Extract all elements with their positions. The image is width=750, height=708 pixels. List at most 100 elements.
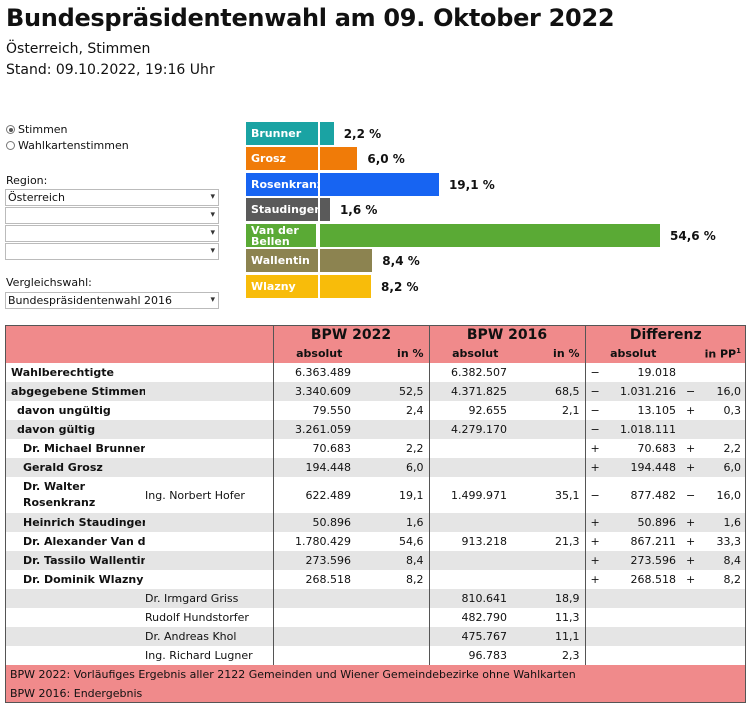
diff-sign: + [590,516,600,529]
cell-diff-absolut [584,627,681,646]
radio-unchecked-icon[interactable] [6,141,15,150]
bar [320,173,439,196]
cell-bpw2022-percent [365,646,429,665]
row-label-2016-candidate: Ing. Richard Lugner [145,649,253,662]
row-label [5,627,145,646]
bar-value-label: 8,4 % [382,253,420,268]
cell-diff-pp: − 16,0 [681,382,746,401]
cell-bpw2022-absolut: 268.518 [272,570,365,589]
bar-candidate-label: Grosz [246,147,318,170]
diff-sign: − [686,488,696,502]
radio-wahlkarten-label: Wahlkartenstimmen [18,139,129,152]
diff-sign: + [590,461,600,474]
table-row: Dr. Michael Brunner 70.683 2,2 +70.683 +2,2 [5,439,746,458]
bar-candidate-label: Van der Bellen [246,224,316,247]
diff-sign: + [686,573,696,586]
cell-bpw2016-percent: 21,3 [555,535,580,548]
cell-diff-absolut: − 1.031.216 [584,382,681,401]
row-label-2016-candidate [145,551,273,570]
diff-value: 19.018 [637,366,677,379]
bar-candidate-label: Wlazny [246,275,318,298]
radio-stimmen-label: Stimmen [18,123,68,136]
diff-value: 194.448 [630,461,677,474]
radio-stimmen[interactable]: Stimmen [6,123,68,136]
diff-value: 16,0 [716,385,742,398]
radio-wahlkartenstimmen[interactable]: Wahlkartenstimmen [6,139,129,152]
cell-bpw2016-absolut [428,513,521,532]
subheader-pp: in PP1 [681,344,746,363]
row-label-2016-candidate [145,401,273,420]
cell-bpw2022-percent: 54,6 [399,535,424,548]
diff-sign: + [686,404,696,417]
chevron-down-icon: ▾ [210,192,215,202]
table-row: davon ungültig 79.550 2,4 92.655 2,1− 13.105 +… [5,401,746,420]
row-label-2016-candidate: Dr. Irmgard Griss [145,589,273,608]
row-label: Dr. Michael Brunner [23,442,145,455]
cell-bpw2016-percent: 35,1 [555,488,580,502]
diff-sign: + [590,535,600,548]
cell-diff-pp [681,589,746,608]
chevron-down-icon: ▾ [210,246,215,256]
cell-bpw2016-absolut: 913.218 [428,532,521,551]
vergleichswahl-select[interactable]: Bundespräsidentenwahl 2016 ▾ [5,292,219,309]
bar [320,275,372,298]
diff-value: 8,4 [723,554,742,567]
diff-value: 16,0 [716,488,742,502]
cell-diff-absolut: +50.896 [584,513,681,532]
diff-value: 6,0 [723,461,742,474]
region-select-2[interactable]: ▾ [5,207,219,224]
row-label-2016-candidate [145,458,273,477]
bar-value-label: 54,6 % [670,228,716,243]
diff-sign: − [590,488,600,502]
row-label: davon ungültig [17,404,111,417]
cell-bpw2016-percent: 68,5 [521,382,585,401]
region-select-value: Österreich [8,191,65,204]
diff-sign: + [590,554,600,567]
diff-sign: − [590,423,600,436]
table-row: Gerald Grosz 194.448 6,0 +194.448 +6,0 [5,458,746,477]
cell-diff-pp: +33,3 [681,532,746,551]
cell-bpw2016-absolut [428,570,521,589]
page-title: Bundespräsidentenwahl am 09. Oktober 202… [6,4,615,32]
cell-diff-pp: +1,6 [681,513,746,532]
cell-bpw2022-percent [365,420,429,439]
cell-bpw2022-percent: 2,2 [406,442,424,455]
row-label: Gerald Grosz [5,458,145,477]
results-table: BPW 2022 BPW 2016 Differenz absolut in %… [5,325,746,703]
diff-value: 268.518 [630,573,677,586]
table-row: Dr. Walter Rosenkranz Ing. Norbert Hofer 6… [5,477,746,513]
radio-checked-icon[interactable] [6,125,15,134]
cell-bpw2022-percent [365,363,429,382]
region-select-4[interactable]: ▾ [5,243,219,260]
region-select-1[interactable]: Österreich ▾ [5,189,219,206]
row-label: Dr. Dominik Wlazny [23,573,144,586]
table-row: Dr. Irmgard Griss 810.641 18,9 [5,589,746,608]
cell-diff-pp [681,608,746,627]
cell-bpw2022-percent [365,608,429,627]
diff-value: 0,3 [723,404,742,417]
cell-bpw2022-absolut: 194.448 [272,458,365,477]
bar [320,122,334,145]
cell-bpw2022-percent: 1,6 [365,513,429,532]
cell-diff-absolut: − 13.105 [584,401,681,420]
cell-bpw2022-absolut: 79.550 [272,401,365,420]
cell-diff-absolut: +268.518 [584,570,681,589]
bar [320,249,373,272]
row-label: Dr. Walter Rosenkranz [23,480,96,509]
diff-value: 1.018.111 [620,423,676,436]
cell-bpw2022-absolut [272,646,365,665]
row-label: Wahlberechtigte [11,366,114,379]
cell-bpw2016-absolut: 92.655 [428,401,521,420]
cell-diff-pp: +8,4 [681,551,746,570]
region-label: Region: [6,174,48,187]
group-header-bpw2022: BPW 2022 [272,325,429,344]
row-label-2016-candidate [145,420,273,439]
cell-bpw2016-absolut: 6.382.507 [428,363,521,382]
diff-sign: + [686,442,696,455]
cell-bpw2016-absolut: 1.499.971 [428,477,521,513]
footnote-marker: 1 [736,346,741,355]
region-select-3[interactable]: ▾ [5,225,219,242]
diff-sign: − [590,366,600,379]
cell-bpw2022-percent: 2,4 [406,404,424,417]
table-row: Rudolf Hundstorfer 482.790 11,3 [5,608,746,627]
